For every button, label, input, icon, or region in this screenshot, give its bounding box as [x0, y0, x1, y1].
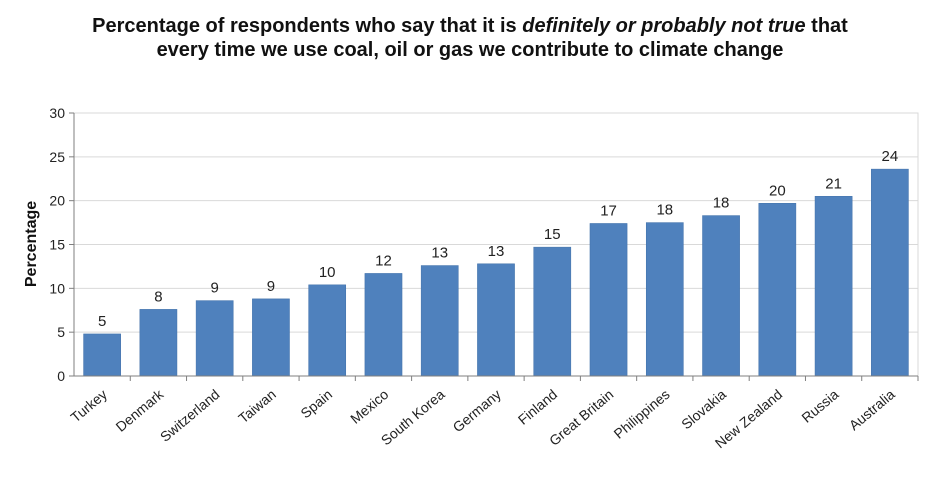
x-tick-label: Spain — [297, 386, 335, 421]
data-label: 9 — [210, 280, 218, 297]
data-label: 15 — [544, 226, 561, 243]
bar — [195, 300, 234, 377]
x-tick-label: Switzerland — [157, 386, 223, 445]
bar — [645, 222, 684, 377]
chart-title-part: Percentage of respondents who say that i… — [92, 15, 523, 37]
x-tick-label: Finland — [515, 386, 560, 428]
x-tick-label: Australia — [846, 386, 898, 433]
bar — [477, 263, 515, 377]
bar — [420, 265, 459, 377]
bar — [871, 168, 909, 377]
x-tick-label: Germany — [450, 386, 504, 435]
bar — [83, 333, 121, 377]
x-tick-label: Denmark — [113, 385, 168, 434]
data-labels: 5 8 9 9 10 12 13 13 15 17 18 18 20 21 24 — [98, 148, 898, 330]
bar — [308, 284, 347, 377]
data-label: 18 — [713, 195, 730, 212]
data-label: 10 — [319, 264, 336, 281]
x-tick-label: Taiwan — [235, 386, 279, 426]
data-label: 21 — [825, 175, 842, 192]
bar — [758, 203, 797, 377]
y-tick-label: 20 — [49, 193, 65, 209]
bar — [589, 223, 628, 377]
y-axis-title: Percentage — [23, 201, 40, 287]
y-tick-label: 0 — [57, 368, 65, 384]
bar — [814, 196, 853, 377]
data-label: 20 — [769, 182, 786, 199]
bar — [364, 273, 403, 377]
y-tick-label: 30 — [49, 105, 65, 121]
data-label: 9 — [267, 278, 275, 295]
chart-title: Percentage of respondents who say that i… — [70, 14, 870, 62]
y-tick-label: 10 — [49, 280, 65, 296]
x-tick-label: Slovakia — [678, 386, 729, 432]
data-label: 13 — [488, 243, 505, 260]
bar — [252, 298, 290, 377]
chart-title-part: that every time we use coal, oil or gas … — [156, 15, 848, 61]
x-tick-label: Philippines — [611, 386, 673, 442]
y-tick-label: 15 — [49, 237, 65, 253]
x-tick-label: Russia — [798, 386, 841, 426]
bars — [83, 168, 909, 377]
bar — [139, 309, 178, 377]
bar — [702, 215, 740, 377]
data-label: 24 — [882, 148, 899, 165]
data-label: 17 — [600, 202, 617, 219]
data-label: 12 — [375, 252, 392, 269]
y-tick-label: 5 — [57, 324, 65, 340]
chart-title-part: definitely or probably not — [522, 15, 763, 37]
x-tick-label: Turkey — [67, 386, 110, 425]
chart-title-part: true — [767, 15, 806, 37]
data-label: 5 — [98, 313, 106, 330]
y-tick-label: 25 — [49, 149, 65, 165]
data-label: 13 — [431, 245, 448, 262]
bar — [533, 246, 572, 377]
data-label: 8 — [154, 288, 162, 305]
data-label: 18 — [656, 202, 673, 219]
x-tick-label: Mexico — [347, 386, 391, 427]
